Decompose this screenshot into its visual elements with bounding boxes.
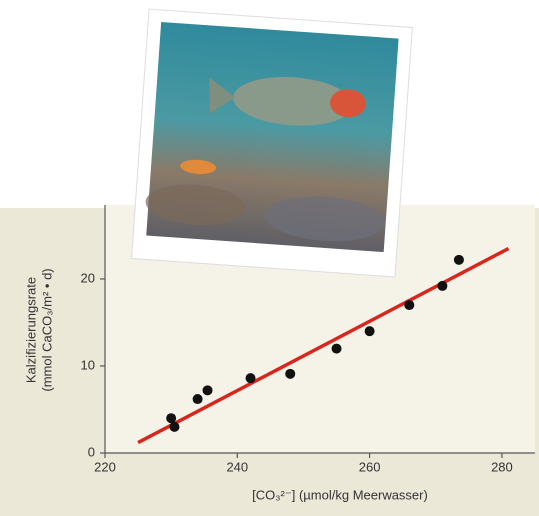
photo — [131, 8, 413, 278]
fish — [233, 77, 353, 126]
y-tick-label: 20 — [81, 270, 95, 285]
data-point — [404, 300, 415, 311]
data-point — [202, 385, 213, 396]
data-point — [285, 368, 296, 379]
x-axis-label: [CO₃²⁻] (µmol/kg Meerwasser) — [252, 487, 428, 502]
x-tick-label: 280 — [491, 459, 513, 474]
x-tick-label: 260 — [359, 459, 381, 474]
data-point — [331, 343, 342, 354]
x-tick-label: 220 — [94, 459, 116, 474]
small-fish — [180, 159, 217, 175]
y-axis-label: (mmol CaCO₃/m² • d) — [39, 268, 54, 391]
y-axis-label: Kalzifizierungsrate — [23, 277, 38, 383]
y-tick-label: 0 — [88, 444, 95, 459]
coral — [145, 184, 246, 226]
coral — [264, 196, 385, 242]
data-point — [169, 421, 180, 432]
data-point — [437, 280, 448, 291]
y-tick-label: 10 — [81, 357, 95, 372]
fish-tail — [209, 77, 236, 114]
data-point — [364, 326, 375, 337]
plot: 0 10 20 220 240 260 280 [CO₃²⁻] (µmol/kg Meerwa… — [23, 205, 535, 502]
x-tick-label: 240 — [226, 459, 248, 474]
data-point — [453, 254, 464, 265]
data-point — [245, 373, 256, 384]
fit-line — [137, 246, 510, 445]
data-point — [192, 394, 203, 405]
data-point — [166, 413, 177, 424]
fish-head — [329, 89, 366, 118]
